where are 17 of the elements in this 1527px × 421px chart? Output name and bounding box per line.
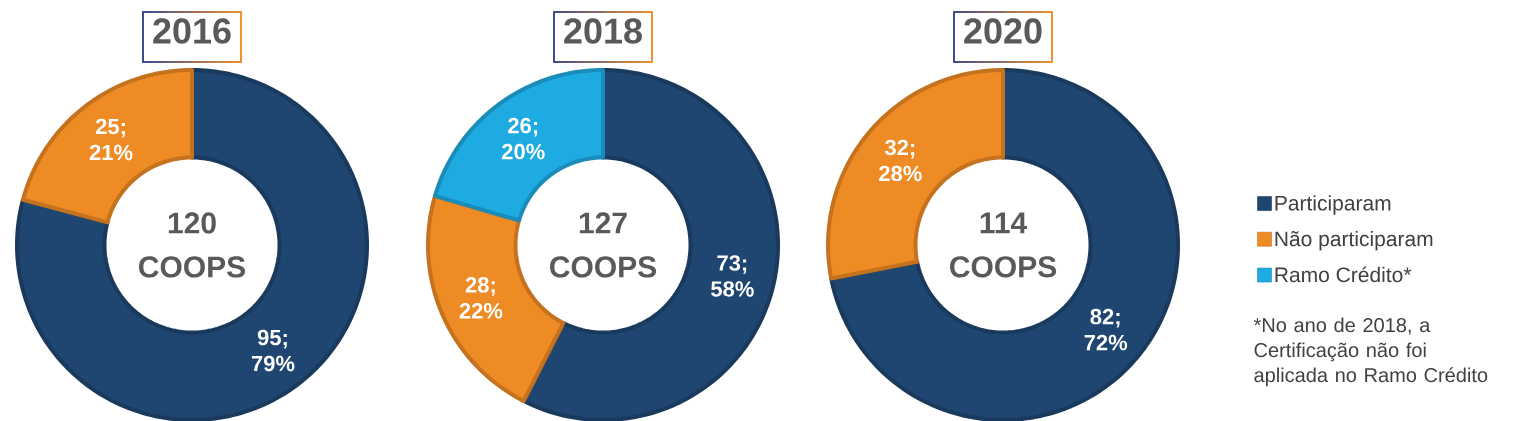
chart-title: 2018 — [564, 18, 642, 44]
legend-label: Não participaram — [1275, 230, 1433, 251]
data-label: 73; 58% — [711, 255, 754, 297]
legend-label: Ramo Crédito* — [1275, 266, 1412, 283]
chart-title: 2016 — [153, 18, 231, 44]
data-label: 82; 72% — [1084, 308, 1128, 351]
chart-title: 2020 — [964, 18, 1042, 44]
data-label: 25; 21% — [89, 118, 133, 161]
data-label: 95; 79% — [251, 329, 295, 372]
text: 127 COOPS — [550, 212, 657, 278]
data-label: 28; 22% — [459, 277, 503, 319]
legend-label: Participaram — [1275, 195, 1391, 215]
data-label: 32; 28% — [879, 139, 922, 182]
text: 114 COOPS — [950, 212, 1057, 278]
data-label: 26; 20% — [501, 117, 545, 160]
text: *No ano de 2018, a Certificação não foi aplicada no Ramo Crédito — [1253, 317, 1488, 387]
text: 120 COOPS — [139, 212, 246, 278]
